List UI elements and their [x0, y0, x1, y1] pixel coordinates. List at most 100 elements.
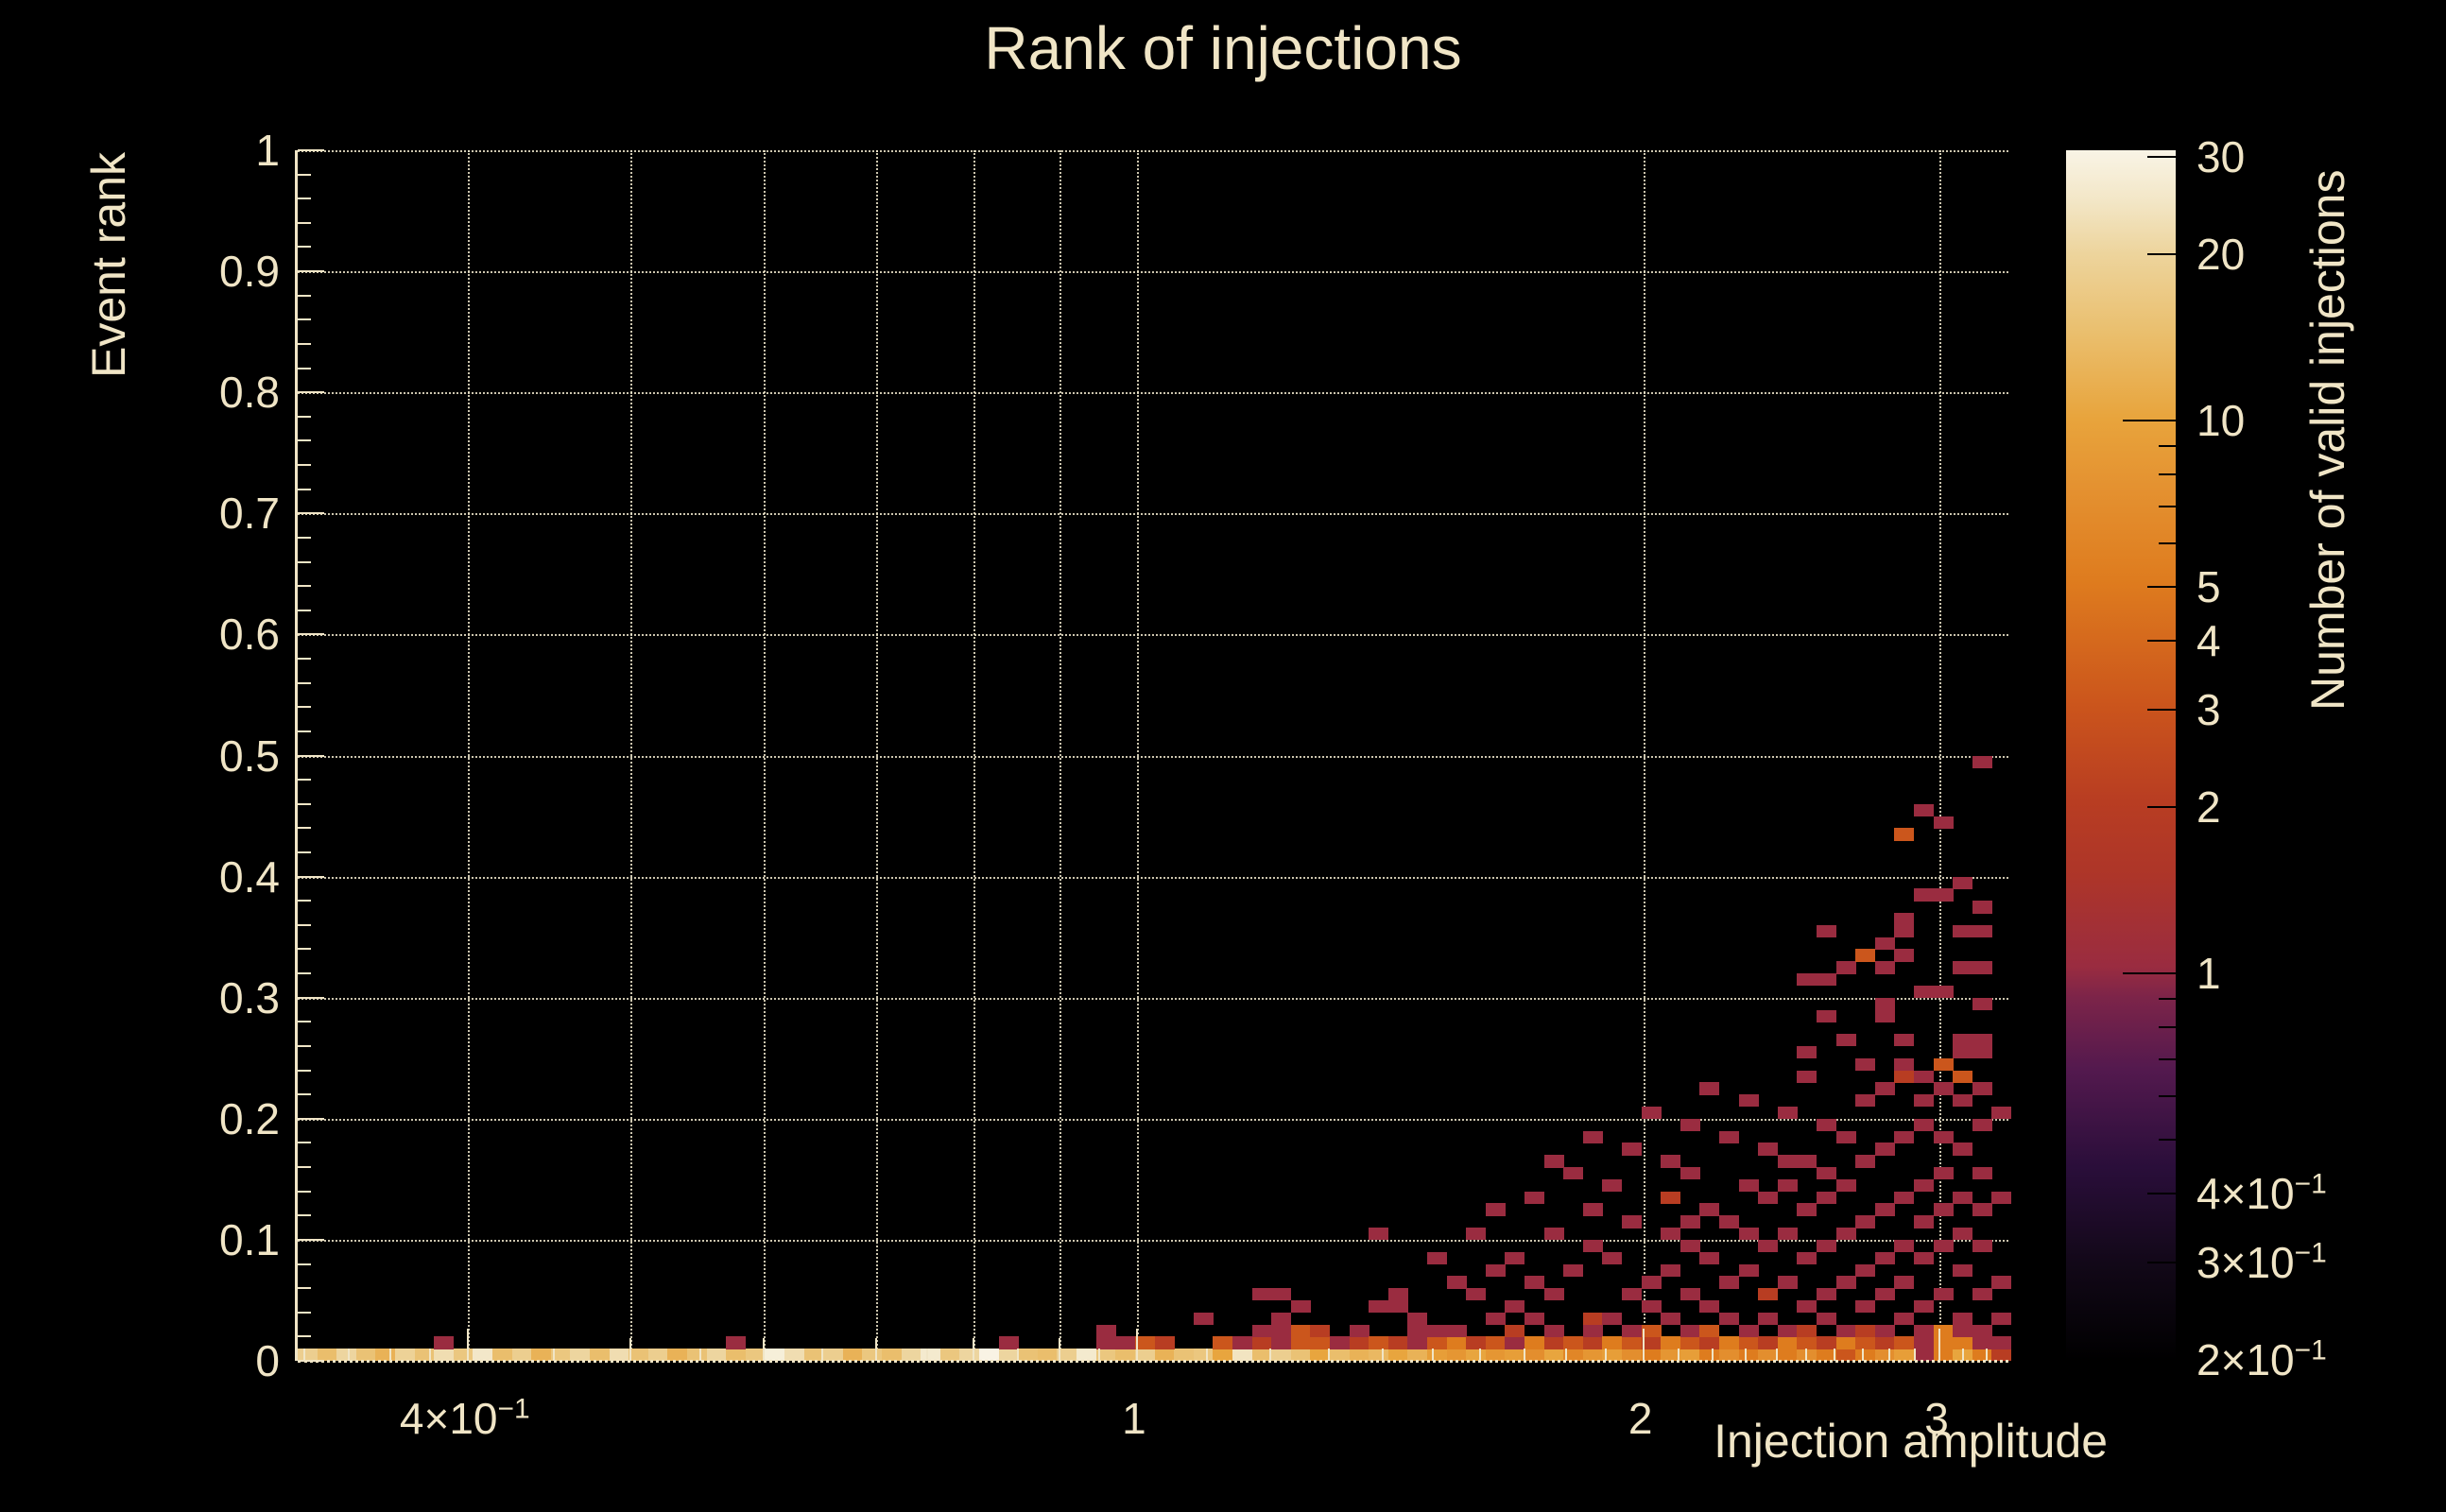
y-tick-label: 0.6 — [219, 610, 280, 660]
heatmap-cell — [1953, 1263, 1973, 1277]
heatmap-cell — [1251, 1324, 1272, 1337]
x-tick-label: 2 — [1628, 1394, 1653, 1443]
heatmap-cell — [1953, 1228, 1973, 1241]
heatmap-cell — [1329, 1349, 1350, 1362]
heatmap-cell — [1699, 1324, 1720, 1337]
heatmap-cell — [1933, 1057, 1954, 1072]
heatmap-cell — [1874, 1203, 1895, 1216]
colorbar-tick — [2147, 1192, 2176, 1194]
heatmap-cell — [1446, 1324, 1467, 1337]
heatmap-cell — [1738, 1094, 1759, 1108]
heatmap-cell — [1718, 1215, 1740, 1228]
y-axis-tick — [298, 802, 311, 805]
x-tick-label: 1 — [1122, 1394, 1146, 1443]
heatmap-cell — [1621, 1143, 1643, 1156]
heatmap-cell — [1777, 1336, 1798, 1349]
colorbar-tick — [2159, 1057, 2176, 1060]
y-axis-tick — [298, 730, 311, 732]
heatmap-cell — [1174, 1349, 1195, 1362]
heatmap-cell — [629, 1349, 649, 1362]
x-axis-tick — [1479, 1349, 1482, 1361]
heatmap-cell — [1758, 1143, 1779, 1156]
heatmap-cell — [1485, 1312, 1506, 1326]
heatmap-cell — [1874, 1336, 1895, 1349]
heatmap-cell — [1816, 1288, 1837, 1301]
heatmap-cell — [1933, 816, 1954, 829]
colorbar-tick — [2147, 252, 2176, 255]
y-axis-tick — [298, 1117, 324, 1120]
heatmap-cell — [1835, 1228, 1856, 1241]
x-axis-tick — [1381, 1349, 1384, 1361]
heatmap-cell — [1602, 1251, 1623, 1264]
heatmap-cell — [1913, 1299, 1935, 1314]
x-axis-tick — [1098, 1349, 1101, 1361]
x-axis-tick — [1678, 1349, 1680, 1361]
gridline-vertical — [876, 150, 879, 1361]
heatmap-cell — [1933, 1288, 1954, 1301]
y-axis-tick — [298, 1093, 311, 1096]
heatmap-cell — [1972, 1336, 1992, 1349]
y-tick-label: 0.3 — [219, 972, 280, 1022]
heatmap-cell — [1661, 1336, 1681, 1349]
colorbar-title: Number of valid injections — [2301, 169, 2354, 712]
heatmap-cell — [1524, 1276, 1545, 1289]
heatmap-cell — [1972, 1288, 1992, 1301]
x-axis-tick — [303, 1349, 306, 1361]
heatmap-cell — [1991, 1336, 2012, 1349]
x-axis-tick — [763, 1338, 766, 1361]
heatmap-cell — [1835, 1130, 1856, 1143]
heatmap-cell — [823, 1349, 844, 1362]
heatmap-cell — [1953, 1191, 1973, 1204]
heatmap-cell — [1679, 1324, 1700, 1337]
heatmap-cell — [1426, 1324, 1448, 1337]
heatmap-cell — [1679, 1215, 1700, 1228]
heatmap-cell — [1855, 1155, 1876, 1168]
heatmap-cell — [1582, 1349, 1603, 1362]
heatmap-cell — [1933, 888, 1954, 902]
heatmap-cell — [862, 1349, 883, 1362]
heatmap-cell — [1095, 1349, 1116, 1362]
heatmap-cell — [1816, 1009, 1837, 1022]
heatmap-cell — [1407, 1324, 1428, 1337]
heatmap-cell — [784, 1349, 805, 1362]
y-axis-tick — [298, 827, 311, 830]
heatmap-cell — [511, 1349, 532, 1362]
x-axis-tick — [1268, 1349, 1271, 1361]
heatmap-cell — [1913, 1324, 1935, 1337]
colorbar-tick — [2123, 420, 2176, 421]
heatmap-cell — [1777, 1178, 1798, 1193]
heatmap-cell — [1933, 1239, 1954, 1253]
gridline-horizontal — [298, 150, 2008, 152]
gridline-vertical — [630, 150, 633, 1361]
heatmap-cell — [1738, 1228, 1759, 1241]
y-axis-tick — [298, 536, 311, 539]
heatmap-cell — [1816, 973, 1837, 987]
heatmap-cell — [1797, 973, 1817, 987]
heatmap-cell — [1855, 1215, 1876, 1228]
heatmap-cell — [1115, 1349, 1136, 1362]
heatmap-cell — [1407, 1312, 1428, 1326]
heatmap-cell — [1387, 1336, 1408, 1349]
x-axis-tick — [1913, 1349, 1916, 1361]
y-axis-tick — [298, 754, 324, 757]
gridline-horizontal — [298, 271, 2008, 274]
y-axis-tick — [298, 972, 311, 975]
heatmap-cell — [1271, 1336, 1292, 1349]
colorbar-tick-label: 3 — [2196, 684, 2221, 734]
heatmap-cell — [1661, 1228, 1681, 1241]
heatmap-cell — [1874, 1082, 1895, 1095]
heatmap-cell — [687, 1349, 708, 1362]
heatmap-cell — [1290, 1336, 1311, 1349]
heatmap-cell — [1095, 1336, 1116, 1349]
heatmap-cell — [1563, 1263, 1584, 1277]
y-axis-tick — [298, 367, 311, 369]
heatmap-cell — [1387, 1349, 1408, 1362]
heatmap-cell — [1543, 1336, 1564, 1349]
heatmap-cell — [1037, 1349, 1058, 1362]
gridline-vertical — [1938, 150, 1941, 1361]
heatmap-cell — [1582, 1130, 1603, 1143]
y-axis-tick — [298, 246, 311, 249]
x-axis-tick — [1834, 1349, 1836, 1361]
heatmap-cell — [1738, 1336, 1759, 1349]
heatmap-cell — [726, 1336, 747, 1349]
